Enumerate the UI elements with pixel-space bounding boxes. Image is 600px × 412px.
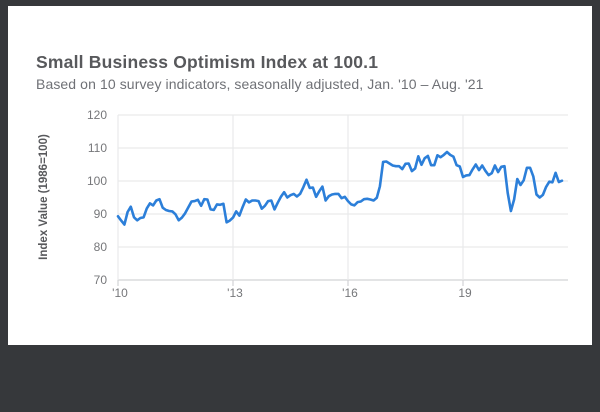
chart-subtitle: Based on 10 survey indicators, seasonall… bbox=[36, 76, 484, 92]
x-axis-tick-label: 19 bbox=[458, 286, 472, 300]
x-axis-tick-label: '16 bbox=[342, 286, 358, 300]
chart-panel bbox=[8, 6, 592, 345]
optimism-line-chart: 70 80 90 100 110 120 '10 '13 '16 19 bbox=[87, 108, 568, 300]
x-axis-tick-label: '13 bbox=[227, 286, 243, 300]
optimism-index-line bbox=[116, 150, 564, 226]
footer-bar: NFIB NFIB.com/sboi bbox=[0, 345, 600, 412]
y-axis-title: Index Value (1986=100) bbox=[38, 134, 50, 260]
x-axis-tick-label: '10 bbox=[112, 286, 128, 300]
y-axis-tick-label: 70 bbox=[94, 273, 108, 287]
y-axis-tick-label: 90 bbox=[94, 207, 108, 221]
chart-title: Small Business Optimism Index at 100.1 bbox=[36, 52, 379, 72]
y-axis-tick-label: 100 bbox=[87, 174, 107, 188]
y-axis-tick-label: 80 bbox=[94, 240, 108, 254]
y-axis-tick-label: 110 bbox=[88, 141, 107, 155]
y-axis-tick-label: 120 bbox=[87, 108, 107, 122]
